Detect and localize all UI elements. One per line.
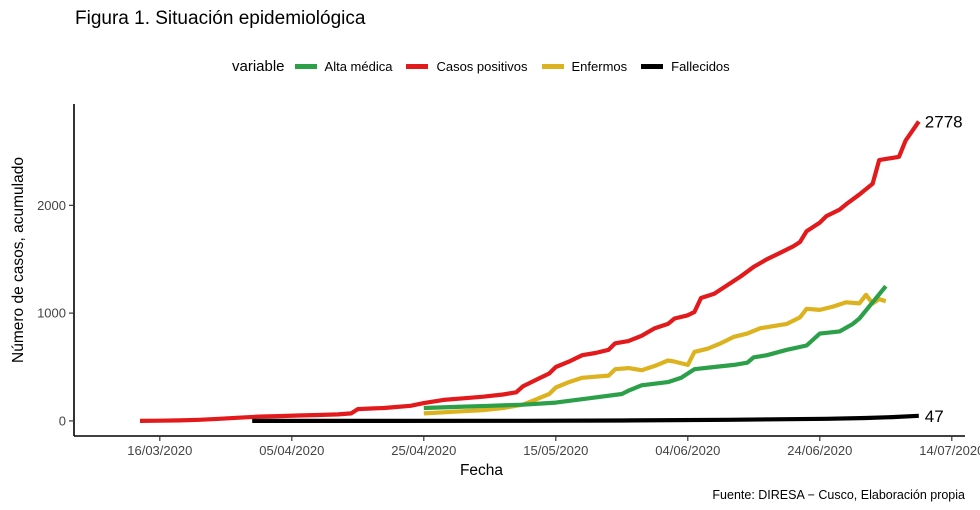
x-tick-label: 14/07/2020: [919, 443, 980, 458]
legend-title: variable: [232, 57, 285, 75]
y-tick-label: 2000: [37, 198, 66, 213]
legend-swatch: [541, 63, 564, 69]
series-line-enfermos: [423, 292, 887, 416]
legend-item-alta-medica: Alta médica: [294, 58, 393, 74]
legend-swatch: [406, 63, 429, 69]
x-tick-label: 24/06/2020: [787, 443, 852, 458]
legend-label: Casos positivos: [436, 58, 528, 74]
series-line-alta-medica: [423, 284, 888, 411]
x-tick-label: 25/04/2020: [391, 443, 456, 458]
source-note: Fuente: DIRESA − Cusco, Elaboración prop…: [712, 488, 965, 502]
page-title: Figura 1. Situación epidemiológica: [75, 8, 366, 29]
x-axis-label: Fecha: [460, 462, 503, 479]
legend-swatch: [641, 63, 664, 69]
x-tick-label: 05/04/2020: [259, 443, 324, 458]
y-tick-label: 1000: [37, 306, 66, 321]
y-tick-label: 0: [59, 413, 66, 428]
series-line-casos-positivos: [139, 120, 921, 423]
legend: variable Alta médica Casos positivos Enf…: [232, 56, 744, 76]
legend-label: Alta médica: [324, 58, 393, 74]
legend-swatch: [294, 63, 317, 69]
end-label: 47: [925, 407, 944, 426]
legend-item-fallecidos: Fallecidos: [641, 59, 730, 74]
y-axis-label: Número de casos, acumulado: [10, 157, 27, 363]
legend-item-casos-positivos: Casos positivos: [406, 58, 528, 74]
legend-item-enfermos: Enfermos: [541, 58, 628, 74]
legend-label: Fallecidos: [671, 58, 730, 74]
x-tick-label: 15/05/2020: [523, 443, 588, 458]
x-tick-label: 04/06/2020: [655, 443, 720, 458]
x-tick-label: 16/03/2020: [127, 443, 192, 458]
legend-label: Enfermos: [571, 58, 628, 74]
end-label: 2778: [925, 112, 963, 131]
series-line-fallecidos: [252, 413, 919, 423]
